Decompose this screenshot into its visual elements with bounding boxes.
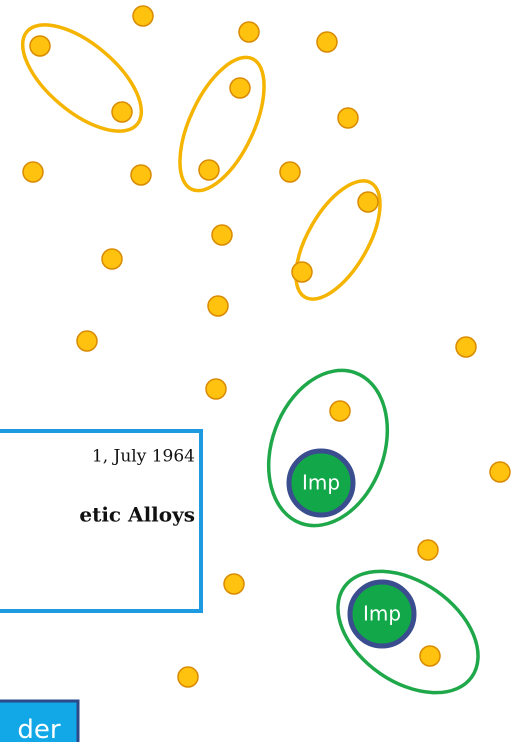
dot <box>357 191 379 213</box>
dot <box>29 35 51 57</box>
button-label[interactable]: der <box>17 715 61 742</box>
dot <box>198 159 220 181</box>
snippet-frame <box>0 429 203 613</box>
dot <box>223 573 245 595</box>
dot <box>101 248 123 270</box>
dot <box>207 295 229 317</box>
dot <box>489 461 511 483</box>
node-label: Imp <box>302 471 340 495</box>
node-label: Imp <box>363 602 401 626</box>
dot <box>455 336 477 358</box>
ring <box>266 368 390 528</box>
dot <box>205 378 227 400</box>
dot <box>337 107 359 129</box>
green-rings <box>266 368 480 695</box>
dot <box>132 5 154 27</box>
button[interactable]: der <box>0 699 80 742</box>
date-line: 1, July 1964 <box>92 447 195 467</box>
dot <box>279 161 301 183</box>
dot <box>211 224 233 246</box>
imp-node: Imp <box>286 448 356 518</box>
ring <box>20 23 144 133</box>
button-bg[interactable] <box>0 699 80 742</box>
dots <box>22 5 511 688</box>
dot <box>316 31 338 53</box>
dot <box>22 161 44 183</box>
ring <box>178 55 266 193</box>
dot <box>417 539 439 561</box>
dot <box>229 77 251 99</box>
dot <box>76 330 98 352</box>
dot <box>177 666 199 688</box>
dot <box>111 101 133 123</box>
dot <box>238 21 260 43</box>
node-circle <box>286 448 356 518</box>
dot <box>291 261 313 283</box>
document-snippet: 1, July 1964 etic Alloys <box>0 429 203 613</box>
ring <box>336 569 480 695</box>
yellow-rings <box>20 23 382 301</box>
dot <box>329 400 351 422</box>
dot <box>130 164 152 186</box>
dot <box>419 645 441 667</box>
imp-node: Imp <box>347 579 417 649</box>
node-circle <box>347 579 417 649</box>
title-fragment: etic Alloys <box>79 503 195 527</box>
ring <box>294 179 382 301</box>
